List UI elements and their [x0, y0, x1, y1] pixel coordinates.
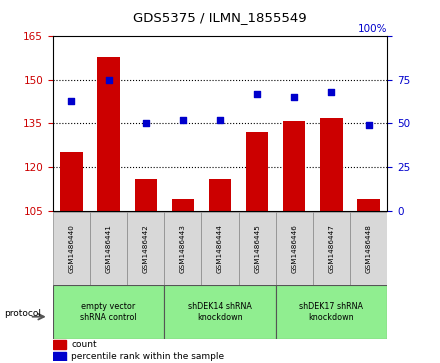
Bar [135, 179, 157, 363]
Bar [202, 212, 238, 285]
Bar [53, 340, 66, 349]
Text: count: count [71, 340, 97, 349]
Bar [90, 212, 127, 285]
Bar [350, 212, 387, 285]
Bar [53, 352, 66, 361]
Bar [164, 212, 202, 285]
Text: GSM1486441: GSM1486441 [106, 224, 111, 273]
Point [142, 121, 149, 126]
Bar [53, 285, 164, 339]
Text: GDS5375 / ILMN_1855549: GDS5375 / ILMN_1855549 [133, 11, 307, 24]
Text: GSM1486440: GSM1486440 [68, 224, 74, 273]
Text: GSM1486443: GSM1486443 [180, 224, 186, 273]
Point [105, 77, 112, 83]
Text: GSM1486448: GSM1486448 [366, 224, 372, 273]
Bar [53, 212, 90, 285]
Bar [238, 212, 276, 285]
Point [180, 117, 187, 123]
Text: empty vector
shRNA control: empty vector shRNA control [80, 302, 137, 322]
Text: shDEK14 shRNA
knockdown: shDEK14 shRNA knockdown [188, 302, 252, 322]
Text: GSM1486447: GSM1486447 [329, 224, 334, 273]
Bar [320, 118, 343, 363]
Bar [283, 121, 305, 363]
Text: GSM1486442: GSM1486442 [143, 224, 149, 273]
Bar [172, 199, 194, 363]
Bar [313, 212, 350, 285]
Point [291, 94, 298, 100]
Bar [127, 212, 164, 285]
Point [253, 91, 260, 97]
Bar [60, 152, 83, 363]
Text: GSM1486445: GSM1486445 [254, 224, 260, 273]
Bar [209, 179, 231, 363]
Bar [164, 285, 276, 339]
Bar [246, 132, 268, 363]
Text: protocol: protocol [4, 310, 41, 318]
Bar [97, 57, 120, 363]
Bar [276, 285, 387, 339]
Text: 100%: 100% [358, 24, 387, 34]
Text: percentile rank within the sample: percentile rank within the sample [71, 352, 224, 361]
Bar [357, 199, 380, 363]
Text: GSM1486444: GSM1486444 [217, 224, 223, 273]
Point [365, 122, 372, 128]
Point [328, 89, 335, 95]
Bar [276, 212, 313, 285]
Text: shDEK17 shRNA
knockdown: shDEK17 shRNA knockdown [300, 302, 363, 322]
Text: GSM1486446: GSM1486446 [291, 224, 297, 273]
Point [216, 117, 224, 123]
Point [68, 98, 75, 104]
